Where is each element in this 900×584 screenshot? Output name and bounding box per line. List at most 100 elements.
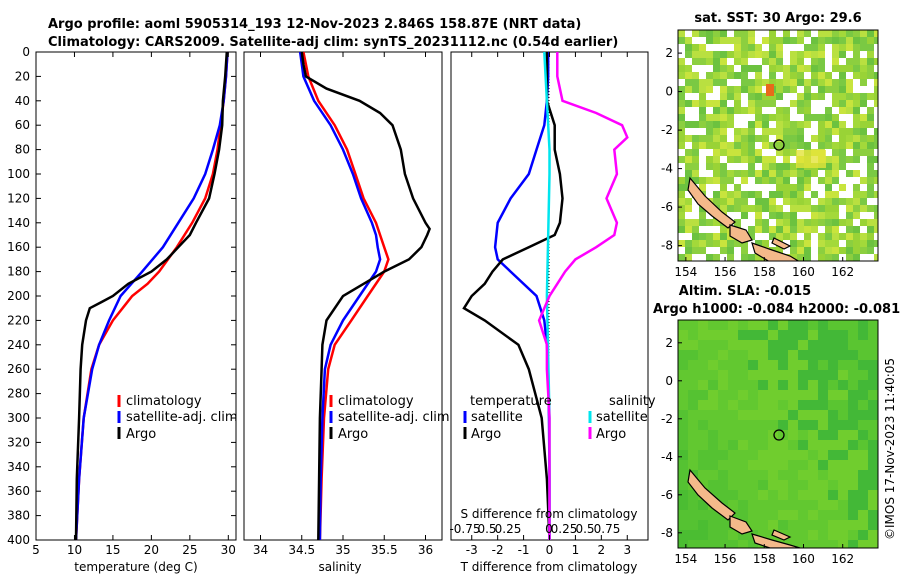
- sst-cell: [769, 128, 776, 135]
- sst-cell: [867, 163, 874, 170]
- sst-cell: [762, 128, 769, 135]
- sst-cell: [748, 142, 755, 149]
- sst-cell: [678, 212, 685, 219]
- sla-cell: [698, 430, 708, 440]
- sst-cell: [741, 65, 748, 72]
- sst-cell: [846, 240, 853, 247]
- sla-cell: [828, 400, 838, 410]
- x-tick-label: 20: [144, 543, 159, 557]
- sst-cell: [874, 128, 878, 135]
- sst-cell: [790, 100, 797, 107]
- sst-cell: [699, 30, 706, 37]
- sst-cell: [874, 86, 878, 93]
- sst-cell: [832, 79, 839, 86]
- sst-cell: [685, 44, 692, 51]
- sla-cell: [698, 340, 708, 350]
- sla-cell: [688, 460, 698, 470]
- sst-cell: [804, 233, 811, 240]
- sla-cell: [768, 320, 778, 330]
- sst-cell: [741, 191, 748, 198]
- sst-cell: [804, 177, 811, 184]
- sla-cell: [858, 520, 868, 530]
- temperature-xlabel: temperature (deg C): [74, 560, 197, 574]
- sst-cell: [678, 58, 685, 65]
- sst-cell: [860, 135, 867, 142]
- sla-cell: [698, 360, 708, 370]
- sla-cell: [708, 410, 718, 420]
- sla-cell: [778, 440, 788, 450]
- sst-cell: [734, 240, 741, 247]
- sst-cell: [678, 72, 685, 79]
- sst-cell: [755, 100, 762, 107]
- sst-cell: [804, 226, 811, 233]
- island: [729, 224, 753, 244]
- sst-cell: [832, 100, 839, 107]
- sla-cell: [848, 510, 858, 520]
- sla-cell: [788, 420, 798, 430]
- sla-cell: [678, 530, 688, 540]
- sla-cell: [758, 490, 768, 500]
- sst-cell: [755, 44, 762, 51]
- sla-cell: [768, 330, 778, 340]
- sla-cell: [858, 420, 868, 430]
- sst-cell: [860, 191, 867, 198]
- sla-cell: [808, 370, 818, 380]
- sla-cell: [778, 470, 788, 480]
- sla-cell: [738, 450, 748, 460]
- sst-cell: [755, 114, 762, 121]
- sst-cell: [867, 30, 874, 37]
- sst-cell: [741, 205, 748, 212]
- sst-cell: [846, 65, 853, 72]
- sla-cell: [818, 330, 828, 340]
- sst-cell: [874, 212, 878, 219]
- sst-cell: [860, 100, 867, 107]
- sst-cell: [755, 170, 762, 177]
- sst-cell: [790, 79, 797, 86]
- sst-cell: [720, 79, 727, 86]
- sla-cell: [768, 430, 778, 440]
- sla-cell: [738, 540, 748, 548]
- sst-cell: [713, 191, 720, 198]
- sst-cell: [811, 205, 818, 212]
- sla-cell: [848, 360, 858, 370]
- sst-cell: [860, 247, 867, 254]
- sst-map: [678, 30, 878, 261]
- sla-cell: [748, 480, 758, 490]
- sla-cell: [828, 380, 838, 390]
- sla-cell: [868, 490, 878, 500]
- sst-cell: [790, 233, 797, 240]
- sla-cell: [808, 540, 818, 548]
- sst-cell: [776, 233, 783, 240]
- sst-cell: [720, 205, 727, 212]
- x-tick-label: 158: [753, 552, 776, 566]
- sst-cell: [874, 142, 878, 149]
- sla-cell: [788, 510, 798, 520]
- sla-cell: [758, 360, 768, 370]
- sla-cell: [708, 360, 718, 370]
- series-climatology: [302, 51, 390, 541]
- sla-cell: [858, 440, 868, 450]
- sla-cell: [678, 390, 688, 400]
- sst-cell: [811, 65, 818, 72]
- sla-cell: [718, 520, 728, 530]
- sla-cell: [738, 510, 748, 520]
- sst-cell: [685, 51, 692, 58]
- sst-cell: [846, 86, 853, 93]
- salinity-x-ticks: 34 34.5 35 35.5 36: [253, 52, 433, 557]
- sla-cell: [758, 380, 768, 390]
- sla-cell: [798, 370, 808, 380]
- sla-cell: [868, 470, 878, 480]
- sla-cell: [868, 530, 878, 540]
- x-tick-label: 162: [831, 552, 854, 566]
- sla-cell: [788, 490, 798, 500]
- sst-cell: [797, 121, 804, 128]
- sst-cell: [734, 205, 741, 212]
- sst-cell: [846, 79, 853, 86]
- sla-cell: [748, 330, 758, 340]
- sst-cell: [685, 156, 692, 163]
- sst-cell: [734, 219, 741, 226]
- sla-cell: [838, 390, 848, 400]
- sst-cell: [776, 44, 783, 51]
- sla-cell: [728, 390, 738, 400]
- x-tick-label: 34.5: [288, 543, 315, 557]
